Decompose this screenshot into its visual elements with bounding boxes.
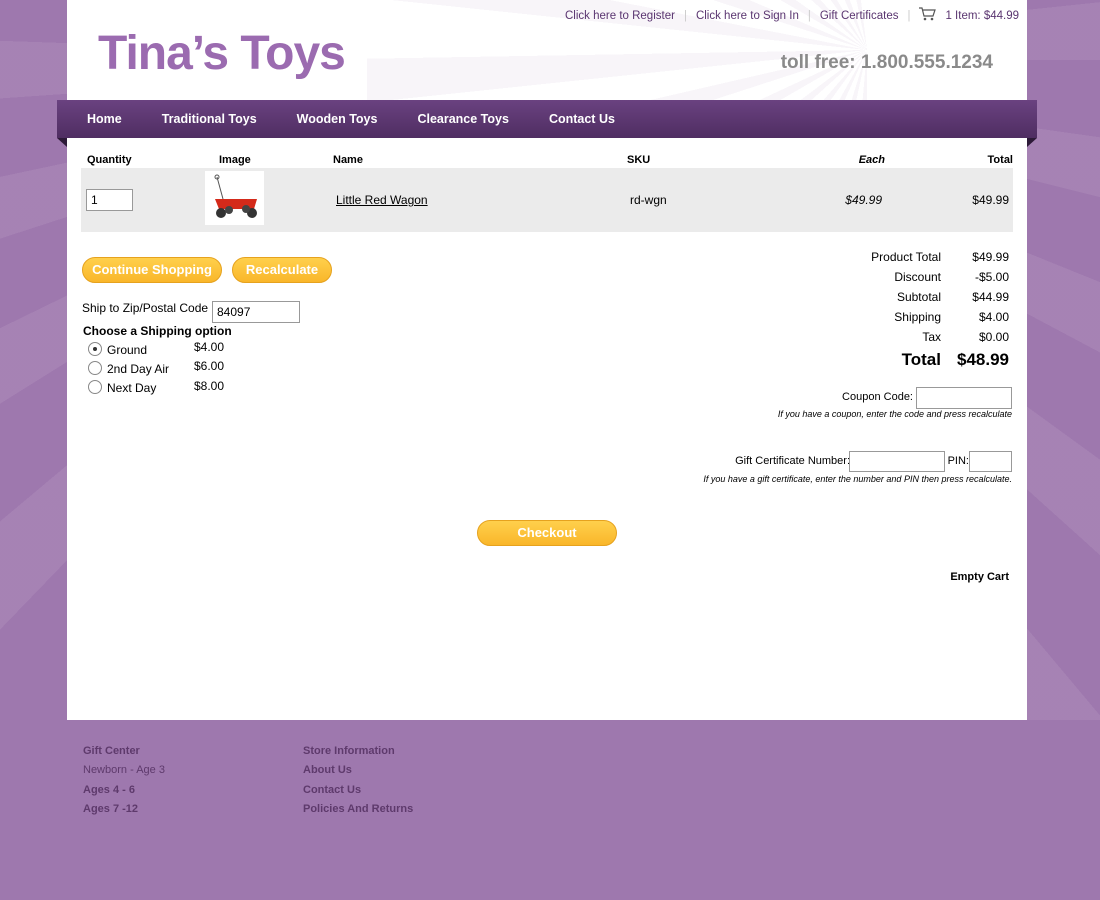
radio-2nd-day-air[interactable]	[88, 361, 102, 375]
gift-cert-hint: If you have a gift certificate, enter th…	[703, 474, 1012, 484]
header-rays	[367, 0, 867, 100]
nav-contact-us[interactable]: Contact Us	[548, 112, 615, 126]
total-label: Subtotal	[896, 290, 941, 304]
total-value: -$5.00	[974, 270, 1009, 284]
col-total: Total	[987, 154, 1013, 166]
coupon-input[interactable]	[916, 387, 1012, 409]
nav-wooden-toys[interactable]: Wooden Toys	[296, 112, 378, 126]
footer-link[interactable]: Policies And Returns	[303, 803, 414, 815]
empty-cart-link[interactable]: Empty Cart	[950, 571, 1009, 583]
nav-home[interactable]: Home	[87, 112, 122, 126]
pin-label: PIN:	[947, 455, 969, 467]
shipping-title: Choose a Shipping option	[83, 324, 232, 338]
ship-option-label: 2nd Day Air	[107, 362, 170, 376]
ship-option-price: $8.00	[194, 379, 225, 393]
ship-option-label: Ground	[107, 343, 148, 357]
ship-option-price: $4.00	[194, 340, 225, 354]
nav-traditional-toys[interactable]: Traditional Toys	[161, 112, 257, 126]
total-label: Product Total	[871, 250, 941, 264]
table-header: Quantity Image Name SKU Each Total	[81, 154, 1013, 168]
nav-fold-left	[57, 138, 67, 147]
coupon-hint: If you have a coupon, enter the code and…	[777, 409, 1012, 419]
product-sku: rd-wgn	[630, 193, 667, 207]
recalculate-button[interactable]: Recalculate	[232, 257, 332, 283]
footer-store-info-heading[interactable]: Store Information	[303, 745, 395, 757]
sign-in-link[interactable]: Click here to Sign In	[695, 9, 799, 22]
totals: Product Total $49.99 Discount -$5.00 Subto…	[809, 250, 1009, 370]
ship-option-label: Next Day	[107, 381, 157, 395]
footer-link[interactable]: Newborn - Age 3	[83, 764, 165, 776]
col-sku: SKU	[627, 154, 651, 166]
top-links: Click here to Register | Click here to Si…	[565, 7, 1019, 24]
toll-free: toll free: 1.800.555.1234	[780, 52, 993, 73]
continue-shopping-button[interactable]: Continue Shopping	[82, 257, 222, 283]
zip-input[interactable]	[212, 301, 300, 323]
product-name-link[interactable]: Little Red Wagon	[336, 193, 428, 207]
total-label: Shipping	[894, 310, 941, 324]
total-label: Discount	[894, 270, 941, 284]
col-name: Name	[333, 154, 363, 166]
footer-link[interactable]: Ages 4 - 6	[83, 784, 135, 796]
total-value: $4.00	[978, 310, 1009, 324]
footer-gift-center-heading[interactable]: Gift Center	[83, 745, 140, 757]
checkout-button[interactable]: Checkout	[477, 520, 617, 546]
radio-ground[interactable]	[88, 342, 102, 356]
col-image: Image	[219, 154, 251, 166]
coupon-label: Coupon Code:	[842, 391, 913, 403]
col-each: Each	[858, 154, 885, 166]
pin-input[interactable]	[969, 451, 1012, 472]
product-image[interactable]	[205, 171, 264, 225]
radio-next-day[interactable]	[88, 380, 102, 394]
footer-link[interactable]: About Us	[303, 764, 352, 776]
nav-fold-right	[1027, 138, 1037, 147]
grand-total-value: $48.99	[957, 350, 1009, 369]
logo[interactable]: Tina’s Toys	[98, 27, 346, 80]
product-total: $49.99	[972, 193, 1009, 207]
total-value: $44.99	[972, 290, 1009, 304]
total-value: $49.99	[972, 250, 1009, 264]
cart-summary[interactable]: 1 Item: $44.99	[945, 9, 1019, 22]
gift-cert-label: Gift Certificate Number:	[735, 455, 850, 467]
nav-clearance-toys[interactable]: Clearance Toys	[417, 112, 509, 126]
zip-label: Ship to Zip/Postal Code	[82, 301, 209, 315]
table-row: Little Red Wagon rd-wgn $49.99 $49.99	[81, 168, 1013, 232]
total-label: Tax	[922, 330, 941, 344]
col-quantity: Quantity	[87, 154, 132, 166]
grand-total-label: Total	[901, 350, 941, 369]
total-value: $0.00	[978, 330, 1009, 344]
product-each: $49.99	[845, 193, 882, 207]
quantity-input[interactable]	[86, 189, 133, 211]
gift-certificates-link[interactable]: Gift Certificates	[819, 9, 899, 22]
footer-link[interactable]: Ages 7 -12	[83, 803, 139, 815]
ship-option-price: $6.00	[194, 359, 225, 373]
cart-icon[interactable]	[919, 7, 937, 24]
register-link[interactable]: Click here to Register	[565, 9, 675, 22]
gift-cert-input[interactable]	[849, 451, 945, 472]
main-nav: Home Traditional Toys Wooden Toys Cleara…	[57, 100, 1037, 138]
footer-link[interactable]: Contact Us	[303, 784, 362, 796]
